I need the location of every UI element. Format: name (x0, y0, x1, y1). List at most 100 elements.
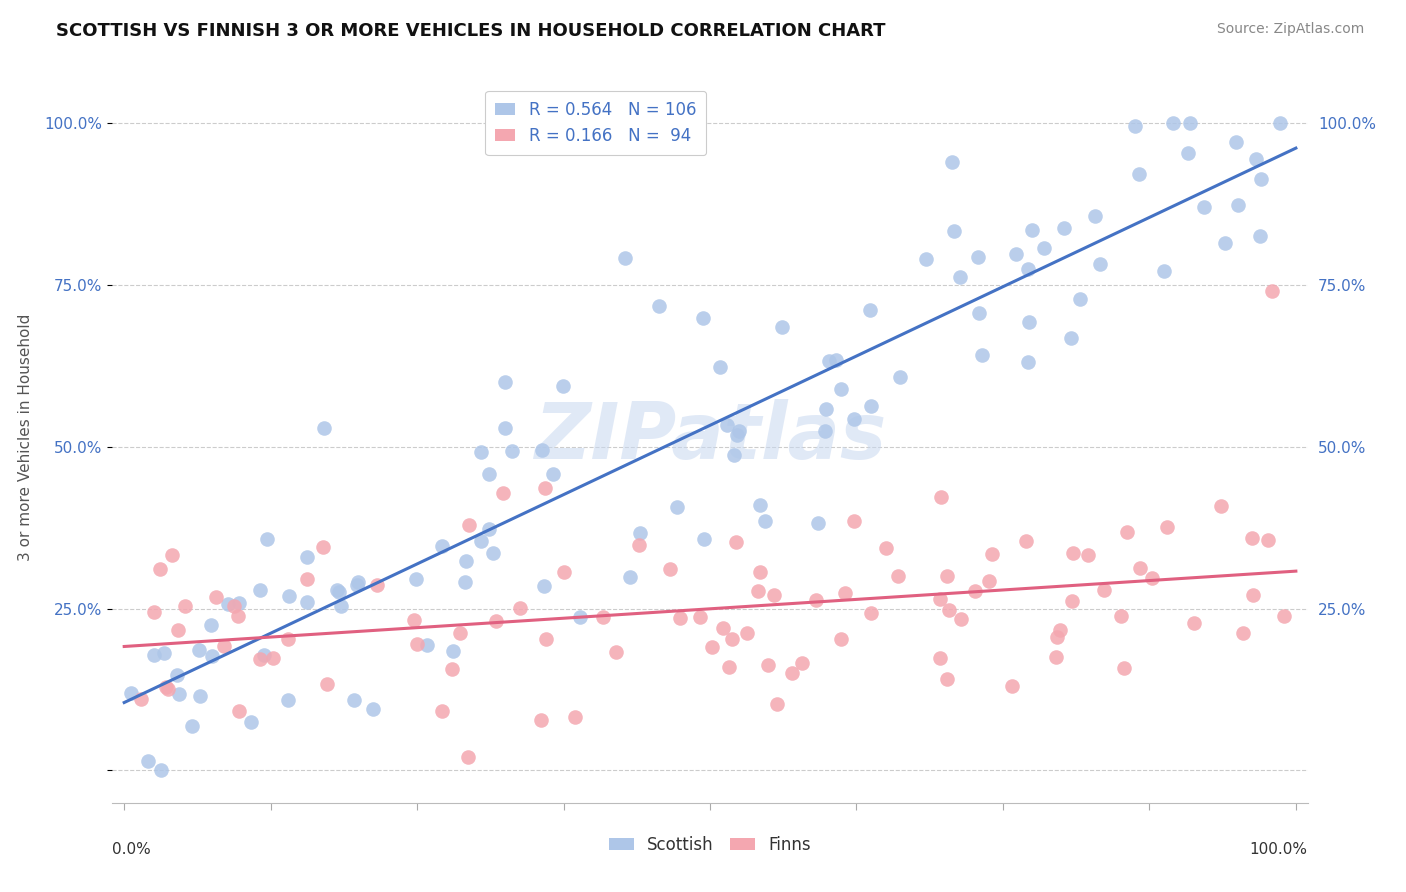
Point (278, 589, 301, 603)
Point (627, 538, 650, 552)
Point (941, 155, 963, 169)
Point (150, 764, 173, 778)
Text: ZIPatlas: ZIPatlas (534, 399, 886, 475)
Point (834, 586, 856, 600)
Point (347, 575, 370, 590)
Point (406, 637, 429, 651)
Point (226, 609, 249, 624)
Point (454, 574, 477, 589)
Point (477, 467, 499, 481)
Point (1249, 229, 1271, 244)
Point (658, 562, 681, 576)
Point (346, 578, 368, 592)
Point (1241, 532, 1264, 546)
Point (1045, 630, 1067, 644)
Point (825, 353, 848, 368)
Point (765, 697, 787, 711)
Point (457, 750, 479, 764)
Point (1178, 116, 1201, 130)
Point (205, 590, 228, 604)
Point (326, 582, 349, 597)
Point (1001, 679, 1024, 693)
Point (166, 667, 188, 681)
Point (142, 605, 165, 619)
Point (1225, 136, 1247, 150)
Point (770, 320, 793, 334)
Point (478, 522, 501, 536)
Point (1261, 285, 1284, 299)
Point (494, 420, 516, 434)
Point (200, 617, 222, 632)
Point (747, 583, 769, 598)
Point (1115, 524, 1137, 539)
Point (120, 686, 142, 700)
Point (430, 705, 453, 719)
Point (533, 578, 555, 592)
Point (441, 662, 464, 676)
Point (1250, 172, 1272, 186)
Point (256, 532, 278, 546)
Point (200, 648, 222, 663)
Point (756, 657, 779, 672)
Point (190, 689, 212, 703)
Point (842, 514, 865, 528)
Point (1004, 247, 1026, 261)
Point (806, 593, 828, 607)
Point (491, 486, 513, 500)
Point (942, 224, 965, 238)
Point (212, 639, 235, 653)
Point (155, 681, 177, 695)
Point (1244, 152, 1267, 166)
Point (950, 612, 973, 626)
Point (1129, 561, 1152, 575)
Point (366, 577, 388, 591)
Point (647, 300, 669, 314)
Point (668, 611, 690, 625)
Legend: Scottish, Finns: Scottish, Finns (602, 829, 818, 860)
Point (1177, 146, 1199, 161)
Point (935, 569, 957, 583)
Point (817, 354, 839, 368)
Point (329, 599, 352, 613)
Point (807, 516, 830, 530)
Point (1153, 264, 1175, 278)
Point (167, 687, 190, 701)
Point (277, 692, 299, 706)
Point (875, 541, 897, 556)
Point (1257, 533, 1279, 547)
Point (160, 548, 183, 562)
Y-axis label: 3 or more Vehicles in Household: 3 or more Vehicles in Household (18, 313, 32, 561)
Point (859, 303, 882, 318)
Point (534, 481, 557, 495)
Point (814, 401, 837, 416)
Point (530, 713, 553, 727)
Point (149, 562, 172, 576)
Point (181, 719, 204, 733)
Point (1194, 200, 1216, 214)
Point (312, 421, 335, 435)
Point (709, 359, 731, 374)
Text: SCOTTISH VS FINNISH 3 OR MORE VEHICLES IN HOUSEHOLD CORRELATION CHART: SCOTTISH VS FINNISH 3 OR MORE VEHICLES I… (56, 22, 886, 40)
Point (551, 378, 574, 392)
Text: 0.0%: 0.0% (112, 842, 152, 856)
Point (860, 606, 883, 620)
Point (614, 252, 637, 266)
Point (430, 539, 453, 553)
Point (700, 640, 723, 654)
Point (228, 596, 250, 610)
Point (1088, 257, 1111, 271)
Point (728, 424, 751, 438)
Point (1272, 608, 1295, 623)
Point (416, 638, 439, 652)
Point (564, 709, 586, 723)
Point (470, 534, 492, 549)
Point (1062, 594, 1084, 608)
Point (949, 269, 972, 284)
Point (936, 673, 959, 687)
Point (711, 621, 734, 635)
Point (228, 704, 250, 718)
Point (456, 554, 478, 568)
Point (790, 656, 813, 670)
Point (217, 597, 239, 611)
Text: Source: ZipAtlas.com: Source: ZipAtlas.com (1216, 22, 1364, 37)
